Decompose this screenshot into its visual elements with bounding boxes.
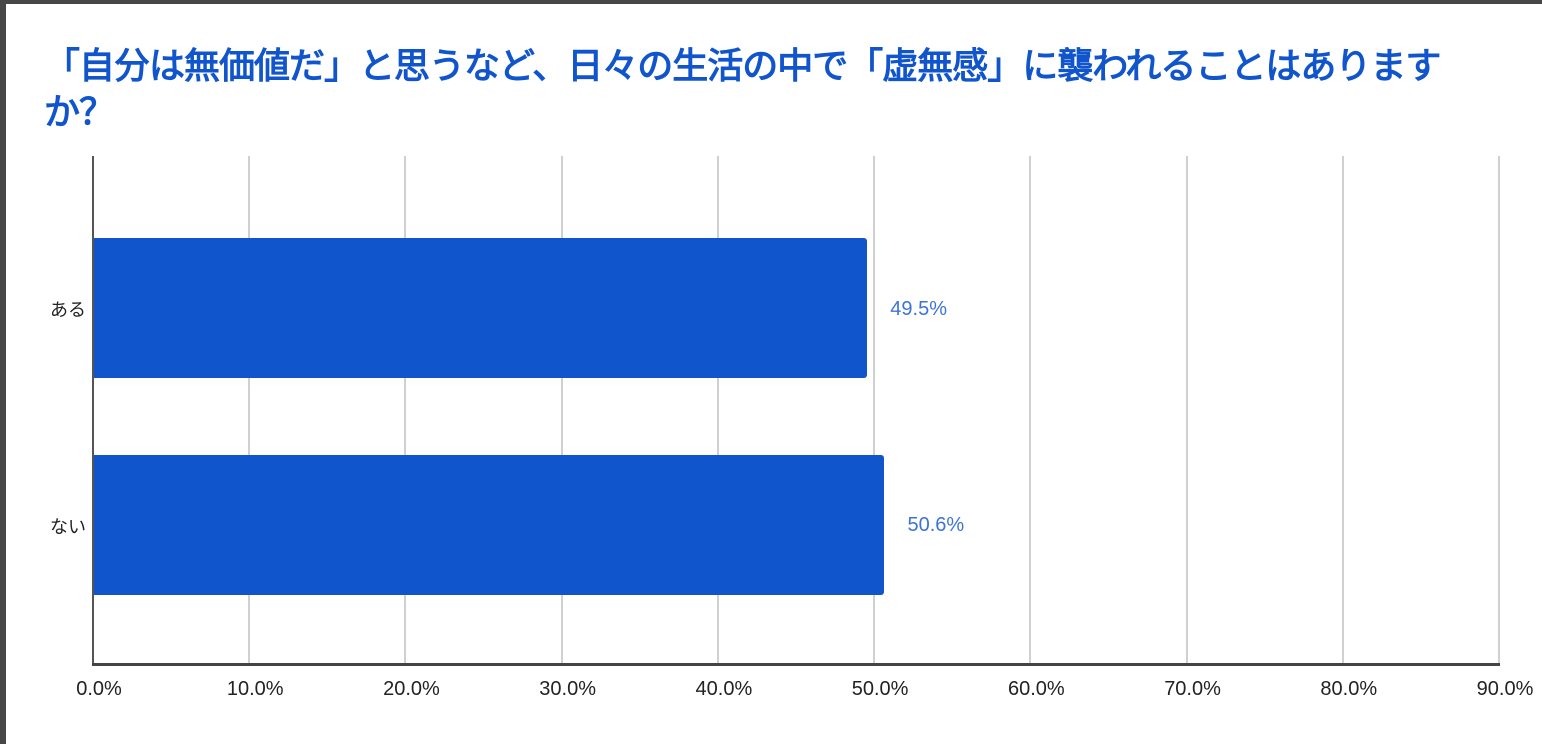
data-label-nai: 50.6% [907, 514, 965, 536]
x-tick-label: 10.0% [226, 678, 284, 700]
plot-area: 49.5% 50.6% [92, 156, 1500, 666]
x-tick-label: 40.0% [695, 678, 753, 700]
x-tick-label: 90.0% [1476, 678, 1534, 700]
x-tick-label: 70.0% [1164, 678, 1221, 700]
gridline [873, 156, 876, 664]
data-label-aru: 49.5% [890, 298, 948, 320]
gridline [1341, 156, 1344, 664]
gridline [1498, 156, 1500, 664]
y-axis-line [92, 156, 94, 664]
category-label-aru: ある [50, 300, 86, 321]
x-tick-label: 50.0% [851, 678, 909, 700]
gridline [716, 156, 719, 664]
x-tick-label: 20.0% [383, 678, 440, 700]
x-tick-label: 0.0% [76, 678, 122, 700]
bar-nai [94, 455, 885, 595]
x-tick-label: 80.0% [1320, 678, 1378, 700]
x-tick-label: 30.0% [539, 678, 597, 700]
category-label-nai: ない [50, 517, 86, 538]
x-axis-line [92, 663, 1500, 666]
gridline [1185, 156, 1188, 664]
gridline [404, 156, 407, 664]
gridline [560, 156, 563, 664]
gridline [1029, 156, 1032, 664]
gridline [248, 156, 251, 664]
x-tick-label: 60.0% [1007, 678, 1065, 700]
bar-aru [94, 238, 868, 378]
chart-title: 「自分は無価値だ」と思うなど、日々の生活の中で「虚無感」に襲われることはあります… [44, 46, 1441, 133]
